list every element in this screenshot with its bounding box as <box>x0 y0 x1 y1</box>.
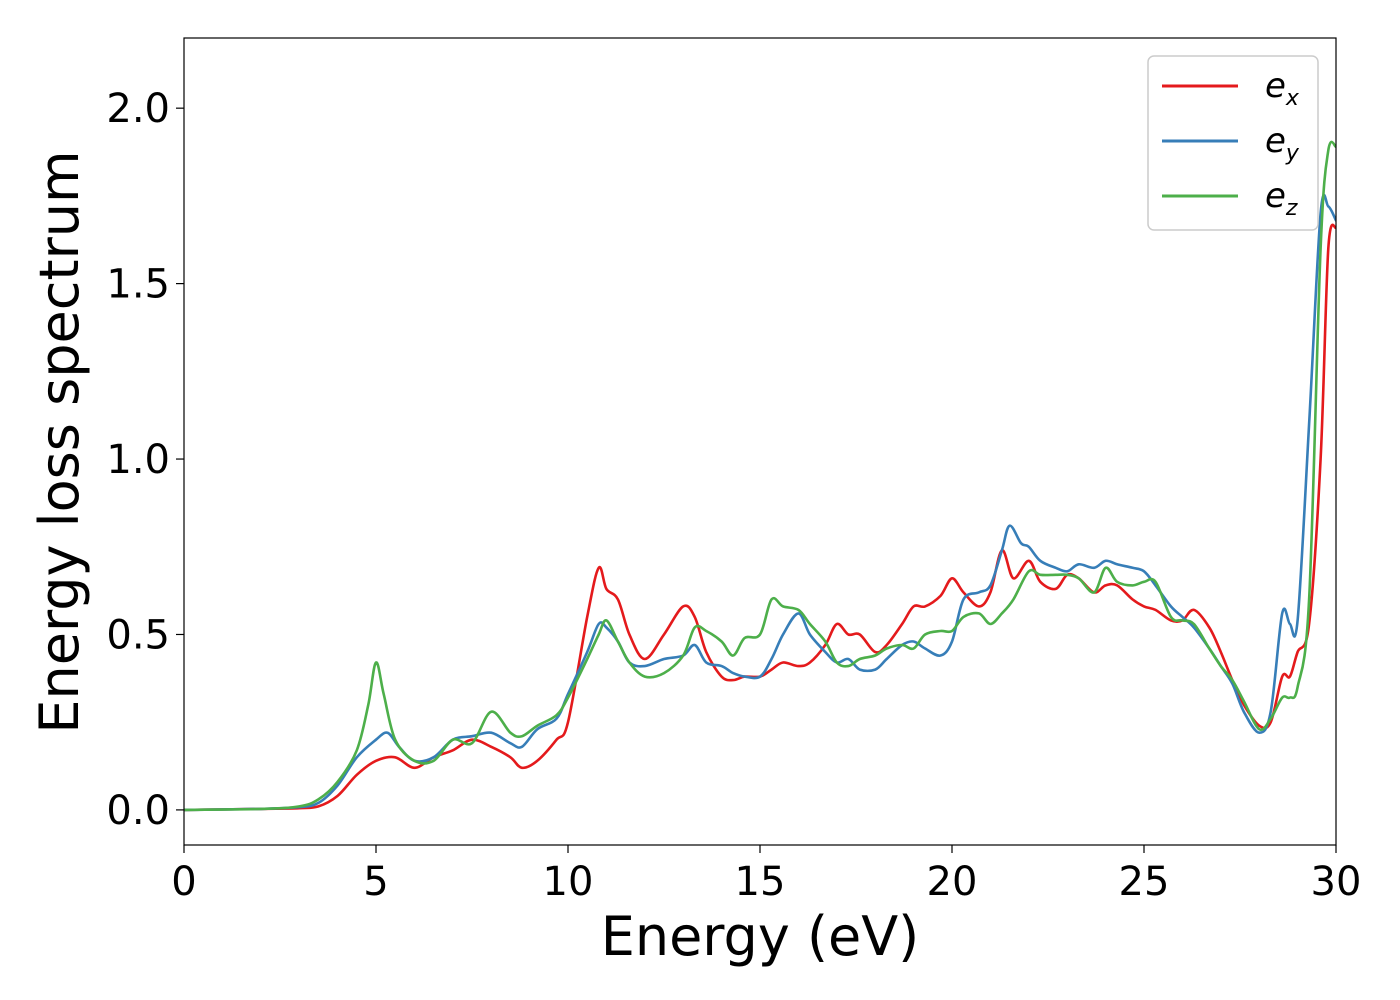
x-tick-label: 5 <box>363 859 388 905</box>
x-tick-label: 30 <box>1311 859 1362 905</box>
y-tick-label: 0.0 <box>106 788 170 834</box>
y-tick-label: 0.5 <box>106 612 170 658</box>
legend-label-main: e <box>1265 66 1286 106</box>
x-axis: 0 5 10 15 20 25 30 <box>171 845 1361 905</box>
series-layer <box>184 140 1336 812</box>
legend-label-main: e <box>1265 176 1286 216</box>
x-tick-label: 15 <box>735 859 786 905</box>
legend-label-main: e <box>1265 121 1286 161</box>
x-tick-label: 10 <box>543 859 594 905</box>
y-axis: 0.0 0.5 1.0 1.5 2.0 <box>106 86 184 834</box>
legend-label-e-z: ez <box>1265 176 1298 221</box>
y-tick-label: 2.0 <box>106 86 170 132</box>
legend-label-sub: y <box>1285 141 1300 166</box>
legend-label-sub: x <box>1285 86 1300 111</box>
series-line-e-z <box>184 140 1336 812</box>
x-axis-title: Energy (eV) <box>601 905 920 968</box>
x-tick-label: 20 <box>927 859 978 905</box>
y-tick-label: 1.0 <box>106 437 170 483</box>
x-tick-label: 0 <box>171 859 196 905</box>
legend-label-e-y: ey <box>1265 121 1300 166</box>
legend-label-sub: z <box>1285 196 1298 221</box>
y-axis-title: Energy loss spectrum <box>28 150 91 733</box>
x-tick-label: 25 <box>1119 859 1170 905</box>
legend-label-e-x: ex <box>1265 66 1300 111</box>
legend-box <box>1147 55 1319 231</box>
y-tick-label: 1.5 <box>106 262 170 308</box>
series-line-e-x <box>184 223 1336 812</box>
